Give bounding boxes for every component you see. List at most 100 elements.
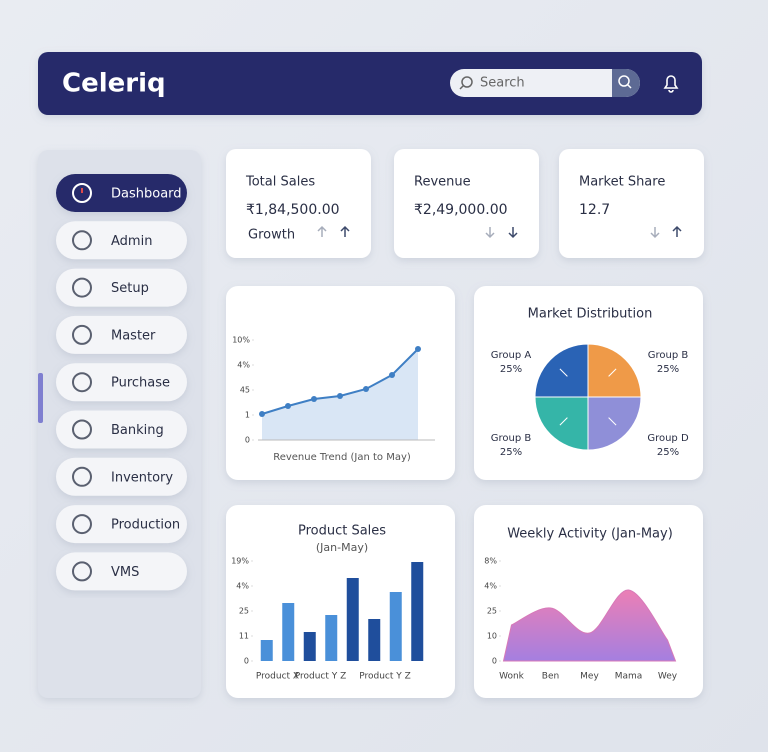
- sidebar-item[interactable]: [56, 410, 187, 449]
- sidebar-item[interactable]: [56, 221, 187, 260]
- point: [337, 393, 343, 399]
- app-title: Celeriq: [62, 69, 166, 99]
- x-tick-label: Product Y Z: [295, 672, 347, 682]
- sidebar-item[interactable]: [56, 315, 187, 354]
- search-button[interactable]: [612, 69, 640, 97]
- search-icon: [461, 76, 473, 88]
- stat-value: ₹1,84,500.00: [246, 202, 340, 218]
- y-tick-label: 4%: [237, 361, 250, 370]
- point: [389, 372, 395, 378]
- trend-arrow: [485, 227, 495, 239]
- pie-label: Group B: [491, 433, 532, 444]
- trend-arrow: [317, 225, 327, 237]
- leader-line: [608, 417, 617, 426]
- stat-card: [394, 149, 539, 258]
- search-button-icon: [618, 75, 630, 87]
- search-icon: [459, 85, 464, 90]
- stat-card: [226, 149, 371, 258]
- stat-value: ₹2,49,000.00: [414, 202, 508, 218]
- pie-value-label: 25%: [657, 364, 679, 375]
- sidebar-icon: [72, 183, 92, 203]
- bar: [325, 615, 338, 661]
- bar: [389, 592, 402, 661]
- bar: [411, 562, 424, 661]
- sidebar-label: Admin: [111, 234, 152, 249]
- y-tick-label: 4%: [236, 582, 249, 591]
- point: [285, 403, 291, 409]
- y-tick-label: 8%: [484, 557, 497, 566]
- sidebar-item[interactable]: [56, 457, 187, 496]
- sidebar-item[interactable]: [56, 268, 187, 307]
- y-tick-label: 25: [487, 607, 497, 616]
- sidebar-label: Master: [111, 328, 156, 343]
- chart-title: Product Sales: [298, 524, 386, 539]
- y-tick-label: 0: [492, 657, 497, 666]
- sidebar-item[interactable]: [56, 363, 187, 402]
- sidebar-indicator: [38, 373, 43, 423]
- sidebar-icon: [72, 466, 92, 487]
- pie-value-label: 25%: [500, 364, 522, 375]
- stat-card: [559, 149, 704, 258]
- bar: [282, 603, 295, 661]
- point: [259, 411, 265, 417]
- sidebar-item[interactable]: [56, 174, 187, 212]
- area-fill: [262, 349, 418, 440]
- chart-subtitle: (Jan-May): [316, 541, 368, 554]
- bar: [260, 640, 273, 661]
- x-tick-label: Mama: [615, 672, 643, 682]
- sidebar-item[interactable]: [56, 552, 187, 591]
- chart-title: Weekly Activity (Jan-May): [507, 527, 673, 542]
- x-tick-label: Wonk: [499, 672, 525, 682]
- header-bar: [38, 52, 702, 115]
- pie-value-label: 25%: [500, 447, 522, 458]
- y-tick-label: 25: [239, 607, 249, 616]
- y-tick-label: 11: [239, 632, 249, 641]
- x-tick-label: Mey: [580, 672, 599, 682]
- search-button-icon: [626, 83, 632, 89]
- stat-title: Market Share: [579, 175, 665, 190]
- stat-title: Revenue: [414, 175, 471, 190]
- pie-label: Group A: [491, 350, 532, 361]
- x-tick-label: Wey: [658, 672, 678, 682]
- trend-arrow: [340, 225, 350, 237]
- sidebar-label: Setup: [111, 281, 149, 296]
- pie-label: Group D: [647, 433, 689, 444]
- point: [415, 346, 421, 352]
- y-tick-label: 10: [487, 632, 497, 641]
- sidebar-icon: [72, 561, 92, 582]
- sidebar-label: Dashboard: [111, 187, 182, 202]
- stat-title: Total Sales: [245, 175, 315, 190]
- stat-value: 12.7: [579, 202, 610, 218]
- chart-title: Market Distribution: [528, 307, 653, 322]
- chart-caption: Revenue Trend (Jan to May): [273, 452, 411, 463]
- point: [363, 386, 369, 392]
- sidebar-label: Banking: [111, 423, 164, 438]
- leader-line: [559, 368, 568, 377]
- x-tick-label: Ben: [542, 672, 559, 682]
- sidebar-label: Inventory: [111, 470, 173, 485]
- bar: [346, 578, 359, 661]
- stat-note: Growth: [248, 228, 295, 243]
- y-tick-label: 0: [245, 436, 250, 445]
- sidebar-icon: [72, 372, 92, 393]
- sidebar-icon: [72, 419, 92, 440]
- trend-arrow: [508, 227, 518, 239]
- point: [311, 396, 317, 402]
- search-placeholder: Search: [480, 76, 525, 91]
- sidebar-icon: [72, 514, 92, 535]
- x-tick-label: Product Y Z: [359, 672, 411, 682]
- trend-arrow: [650, 227, 660, 239]
- y-tick-label: 4%: [484, 582, 497, 591]
- notification-bell[interactable]: [663, 75, 679, 93]
- bar: [303, 632, 316, 661]
- leader-line: [559, 417, 568, 426]
- y-tick-label: 1: [245, 411, 250, 420]
- area: [502, 589, 677, 662]
- y-tick-label: 10%: [232, 336, 250, 345]
- search-box[interactable]: [450, 69, 640, 97]
- sidebar-item[interactable]: [56, 505, 187, 544]
- trend-arrow: [672, 225, 682, 237]
- bar: [368, 619, 381, 661]
- sidebar-icon: [72, 230, 92, 251]
